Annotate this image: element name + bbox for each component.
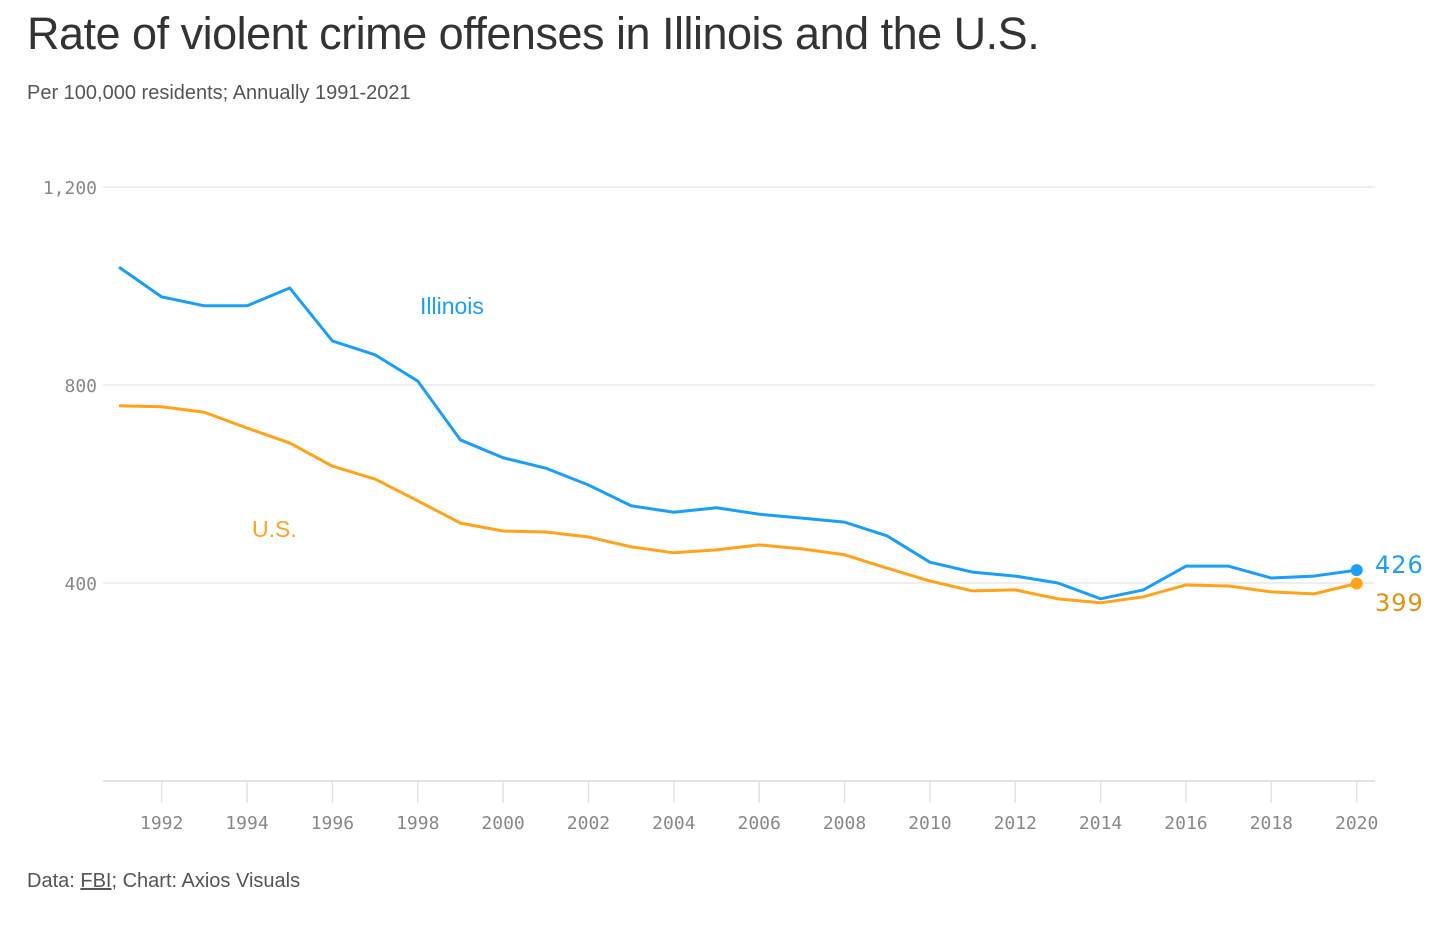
footer-credit: Data: FBI; Chart: Axios Visuals [27,870,300,893]
x-tick-label: 2004 [652,813,695,834]
x-tick-label: 1992 [140,813,183,834]
series-label: U.S. [252,516,297,542]
x-tick-label: 2014 [1079,813,1122,834]
y-tick-label: 400 [64,574,97,595]
x-tick-label: 1996 [311,813,354,834]
end-point-marker [1350,577,1363,590]
end-value-label: 426 [1375,551,1424,579]
x-tick-label: 2002 [567,813,610,834]
x-tick-label: 2016 [1164,813,1207,834]
source-link[interactable]: FBI [80,870,112,892]
chart-subtitle: Per 100,000 residents; Annually 1991-202… [27,82,411,104]
x-tick-label: 1994 [225,813,268,834]
series-line-illinois [118,265,1357,601]
x-tick-label: 2006 [737,813,780,834]
footer-prefix: Data: [27,870,81,892]
end-value-label: 399 [1375,589,1424,617]
end-point-marker [1350,564,1363,577]
chart-title: Rate of violent crime offenses in Illino… [27,8,1040,59]
x-tick-label: 2020 [1335,813,1378,834]
y-tick-label: 1,200 [43,178,97,199]
y-tick-label: 800 [64,376,97,397]
series-line-us [118,404,1358,605]
series-label: Illinois [420,293,484,319]
x-tick-label: 2000 [481,813,524,834]
footer-suffix: ; Chart: Axios Visuals [111,870,301,892]
x-tick-label: 2008 [823,813,866,834]
x-tick-label: 2018 [1250,813,1293,834]
x-tick-label: 2012 [994,813,1037,834]
x-tick-label: 1998 [396,813,439,834]
x-tick-label: 2010 [908,813,951,834]
